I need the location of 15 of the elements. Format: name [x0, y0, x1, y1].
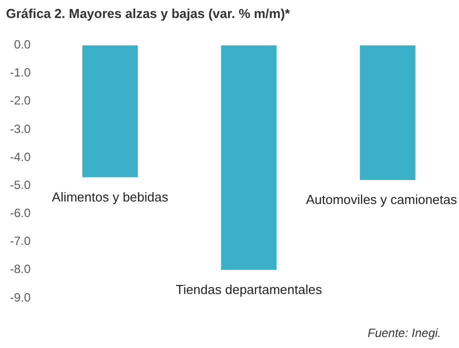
chart-title: Gráfica 2. Mayores alzas y bajas (var. % m/m)*	[6, 6, 290, 21]
y-tick-label: 0.0	[14, 38, 31, 52]
x-tick-label: Tiendas departamentales	[176, 282, 322, 297]
x-tick-label: Automoviles y camionetas	[306, 192, 458, 208]
y-tick-label: -3.0	[10, 122, 31, 136]
y-tick-label: -1.0	[10, 66, 31, 80]
y-tick-label: -7.0	[10, 234, 31, 248]
x-tick-label: Alimentos y bebidas	[52, 189, 169, 204]
y-tick-label: -2.0	[10, 94, 31, 108]
y-tick-label: -9.0	[10, 290, 31, 304]
y-tick-label: -6.0	[10, 206, 31, 220]
y-tick-label: -8.0	[10, 262, 31, 276]
y-tick-label: -5.0	[10, 178, 31, 192]
source-note: Fuente: Inegi.	[368, 326, 441, 340]
y-tick-label: -4.0	[10, 150, 31, 164]
